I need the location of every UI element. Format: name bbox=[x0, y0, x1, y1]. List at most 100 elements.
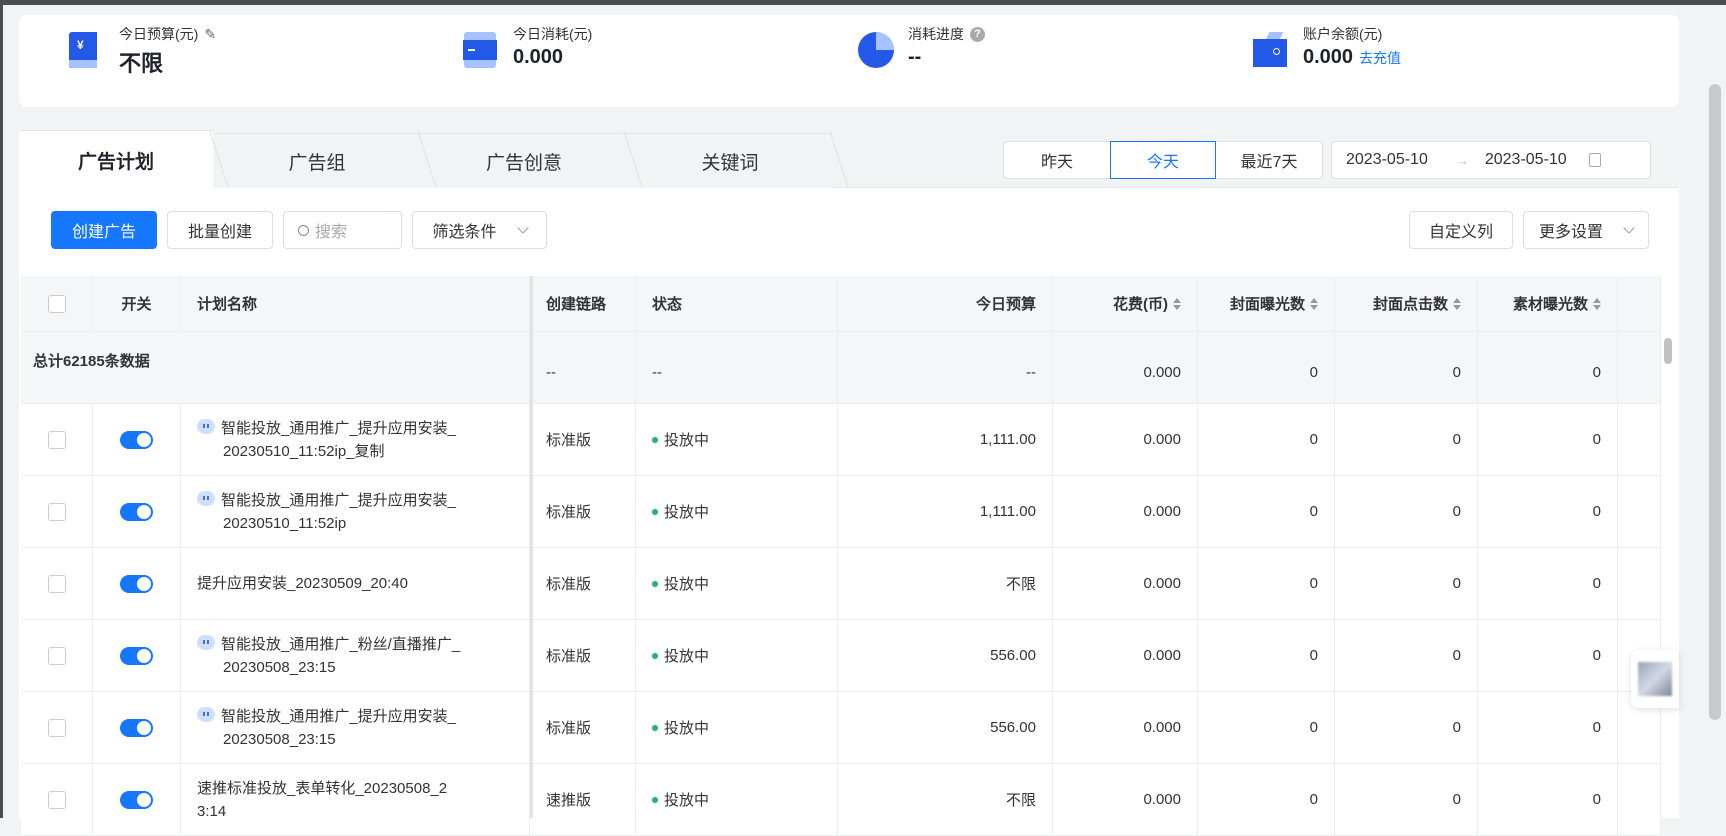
stat-value: 0.000 bbox=[1303, 46, 1354, 68]
cell-today-budget: 1,111.00 bbox=[838, 476, 1053, 547]
cell-create-chain: 标准版 bbox=[530, 692, 636, 763]
table-row[interactable]: 智能投放_通用推广_提升应用安装_ 20230508_23:15 标准版 投放中 556… bbox=[21, 692, 1661, 764]
sort-icon[interactable] bbox=[1593, 297, 1601, 310]
floating-assistant-button[interactable] bbox=[1631, 650, 1679, 708]
plan-switch-toggle[interactable] bbox=[120, 430, 153, 449]
tab-ad-creative[interactable]: 广告创意 bbox=[421, 133, 627, 188]
date-yesterday-button[interactable]: 昨天 bbox=[1040, 154, 1073, 171]
date-last7-button[interactable]: 最近7天 bbox=[1240, 154, 1298, 171]
recharge-link[interactable]: 去充值 bbox=[1359, 50, 1402, 66]
plan-name-text[interactable]: 智能投放_通用推广_粉丝/直播推广_ 20230508_23:15 bbox=[197, 633, 460, 679]
total-cover-impressions: 0 bbox=[1198, 332, 1335, 403]
sort-icon[interactable] bbox=[1173, 297, 1181, 310]
cell-today-budget: 不限 bbox=[838, 548, 1053, 619]
cell-today-budget: 不限 bbox=[838, 764, 1053, 835]
cell-cost: 0.000 bbox=[1053, 764, 1198, 835]
plan-name-text[interactable]: 智能投放_通用推广_提升应用安装_ 20230508_23:15 bbox=[197, 705, 456, 751]
status-text: 投放中 bbox=[664, 504, 710, 521]
status-dot-icon bbox=[652, 796, 658, 803]
header-switch: 开关 bbox=[93, 276, 181, 331]
cell-status: 投放中 bbox=[636, 404, 838, 475]
row-checkbox[interactable] bbox=[47, 502, 66, 521]
cell-switch bbox=[93, 476, 181, 547]
smart-robot-icon bbox=[197, 634, 215, 650]
tab-keywords[interactable]: 关键词 bbox=[627, 133, 833, 188]
stat-today-budget: ¥ 今日预算(元) ✎ 不限 bbox=[69, 24, 216, 78]
table-header: 开关 计划名称 创建链路 状态 今日预算 花费(币) 封面曝光数 封面点击数 素材曝光数 bbox=[21, 276, 1661, 332]
header-label: 封面点击数 bbox=[1372, 296, 1448, 313]
tab-ad-plan[interactable]: 广告计划 bbox=[19, 130, 213, 189]
cell-material-impressions: 0 bbox=[1478, 476, 1618, 547]
batch-create-button[interactable]: 批量创建 bbox=[167, 211, 273, 249]
stat-account-balance: 账户余额(元) 0.000 去充值 bbox=[1253, 24, 1401, 69]
header-label: 开关 bbox=[121, 296, 152, 313]
total-status: -- bbox=[636, 332, 838, 403]
cell-select bbox=[21, 620, 93, 691]
sort-icon[interactable] bbox=[1453, 297, 1461, 310]
plan-name: 智能投放_通用推广_粉丝/直播推广_ bbox=[221, 635, 461, 653]
cell-cover-clicks: 0 bbox=[1335, 548, 1478, 619]
table-scrollbar[interactable] bbox=[1664, 338, 1672, 364]
sort-icon[interactable] bbox=[1310, 297, 1318, 310]
cell-create-chain: 标准版 bbox=[530, 404, 636, 475]
table-row[interactable]: 智能投放_通用推广_提升应用安装_ 20230510_11:52ip 标准版 投放中 1… bbox=[21, 476, 1661, 548]
header-label: 状态 bbox=[652, 296, 683, 313]
edit-pencil-icon[interactable]: ✎ bbox=[204, 25, 217, 42]
plan-switch-toggle[interactable] bbox=[120, 718, 153, 737]
plan-name-text[interactable]: 智能投放_通用推广_提升应用安装_ 20230510_11:52ip bbox=[197, 489, 456, 535]
plan-name-text[interactable]: 智能投放_通用推广_提升应用安装_ 20230510_11:52ip_复制 bbox=[197, 417, 456, 463]
date-quick-select: 昨天 今天 最近7天 bbox=[1003, 141, 1323, 179]
cell-spacer bbox=[1618, 548, 1661, 619]
row-checkbox[interactable] bbox=[47, 574, 66, 593]
cell-create-chain: 标准版 bbox=[530, 620, 636, 691]
date-start: 2023-05-10 bbox=[1346, 151, 1428, 168]
total-today-budget: -- bbox=[838, 332, 1053, 403]
header-label: 素材曝光数 bbox=[1512, 296, 1588, 313]
row-checkbox[interactable] bbox=[47, 718, 66, 737]
table-row[interactable]: 提升应用安装_20230509_20:40 标准版 投放中 不限 0.000 0 0 0 bbox=[21, 548, 1661, 620]
plan-switch-toggle[interactable] bbox=[120, 646, 153, 665]
cell-cover-clicks: 0 bbox=[1335, 764, 1478, 835]
smart-robot-icon bbox=[197, 490, 215, 506]
status-text: 投放中 bbox=[664, 720, 710, 737]
status-dot-icon bbox=[652, 652, 658, 659]
cell-switch bbox=[93, 404, 181, 475]
cell-cost: 0.000 bbox=[1053, 620, 1198, 691]
help-question-icon[interactable]: ? bbox=[970, 26, 985, 42]
plan-switch-toggle[interactable] bbox=[120, 790, 153, 809]
page-scrollbar[interactable] bbox=[1709, 84, 1721, 720]
cell-select bbox=[21, 476, 93, 547]
search-input[interactable]: 搜索 bbox=[283, 211, 402, 249]
plan-switch-toggle[interactable] bbox=[120, 502, 153, 521]
header-cost[interactable]: 花费(币) bbox=[1053, 276, 1198, 331]
more-settings-dropdown[interactable]: 更多设置 bbox=[1523, 211, 1649, 249]
cell-plan-name: 速推标准投放_表单转化_20230508_2 3:14 bbox=[181, 764, 530, 835]
filter-dropdown[interactable]: 筛选条件 bbox=[412, 211, 547, 249]
row-checkbox[interactable] bbox=[47, 646, 66, 665]
cell-cover-impressions: 0 bbox=[1198, 548, 1335, 619]
tab-ad-group[interactable]: 广告组 bbox=[213, 133, 421, 188]
cell-today-budget: 556.00 bbox=[838, 620, 1053, 691]
create-ad-button[interactable]: 创建广告 bbox=[51, 211, 157, 249]
row-checkbox[interactable] bbox=[47, 790, 66, 809]
custom-columns-button[interactable]: 自定义列 bbox=[1409, 211, 1513, 249]
header-material-impressions[interactable]: 素材曝光数 bbox=[1478, 276, 1618, 331]
plan-name-text[interactable]: 提升应用安装_20230509_20:40 bbox=[197, 572, 408, 595]
plan-name-line2: 20230510_11:52ip bbox=[223, 514, 347, 532]
plan-name: 提升应用安装_20230509_20:40 bbox=[197, 575, 408, 592]
select-all-checkbox[interactable] bbox=[47, 294, 66, 313]
header-cover-impressions[interactable]: 封面曝光数 bbox=[1198, 276, 1335, 331]
table-row[interactable]: 智能投放_通用推广_粉丝/直播推广_ 20230508_23:15 标准版 投放中 55… bbox=[21, 620, 1661, 692]
header-label: 花费(币) bbox=[1113, 296, 1168, 313]
table-row[interactable]: 智能投放_通用推广_提升应用安装_ 20230510_11:52ip_复制 标准版 投… bbox=[21, 404, 1661, 476]
plan-name-text[interactable]: 速推标准投放_表单转化_20230508_2 3:14 bbox=[197, 777, 447, 823]
date-today-button[interactable]: 今天 bbox=[1110, 141, 1216, 179]
cell-cost: 0.000 bbox=[1053, 692, 1198, 763]
cell-material-impressions: 0 bbox=[1478, 548, 1618, 619]
plan-switch-toggle[interactable] bbox=[120, 574, 153, 593]
status-text: 投放中 bbox=[664, 792, 710, 809]
date-range-picker[interactable]: 2023-05-10 → 2023-05-10 bbox=[1331, 141, 1651, 179]
table-row[interactable]: 速推标准投放_表单转化_20230508_2 3:14 速推版 投放中 不限 0.000 0… bbox=[21, 764, 1661, 836]
row-checkbox[interactable] bbox=[47, 430, 66, 449]
header-cover-clicks[interactable]: 封面点击数 bbox=[1335, 276, 1478, 331]
